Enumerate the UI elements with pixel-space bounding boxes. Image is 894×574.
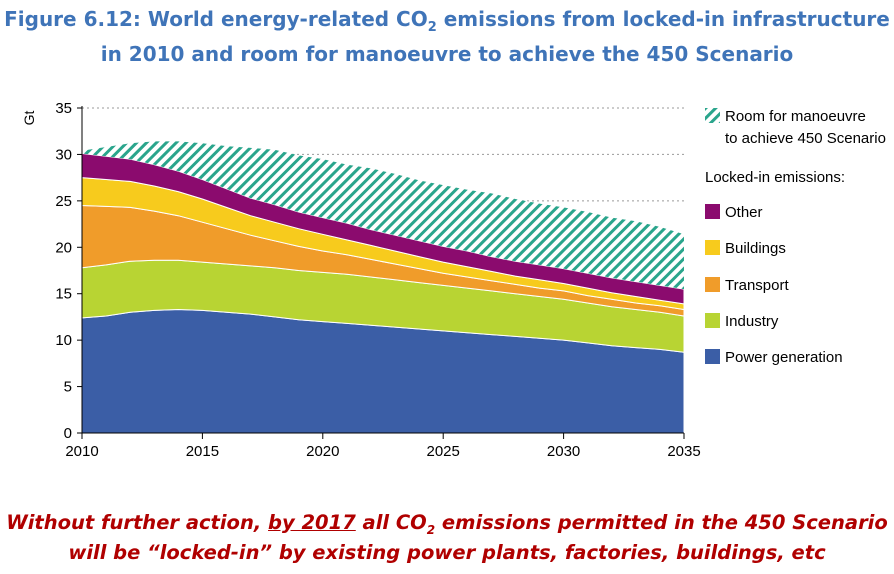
legend-label-room-line-2: to achieve 450 Scenario bbox=[725, 130, 886, 147]
caption-line-1: Without further action, by 2017 all CO2 … bbox=[6, 511, 888, 537]
x-tick-label-2030: 2030 bbox=[547, 443, 580, 460]
legend-swatch-power bbox=[705, 349, 720, 364]
y-tick-label-25: 25 bbox=[55, 193, 72, 210]
legend-swatch-other bbox=[705, 204, 720, 219]
legend-swatch-buildings bbox=[705, 240, 720, 255]
y-tick-label-15: 15 bbox=[55, 286, 72, 303]
y-tick-label-5: 5 bbox=[64, 379, 72, 396]
legend-label-power: Power generation bbox=[725, 349, 843, 366]
figure-title-line-2: in 2010 and room for manoeuvre to achiev… bbox=[100, 42, 794, 66]
x-tick-label-2020: 2020 bbox=[306, 443, 339, 460]
legend-swatch-industry bbox=[705, 313, 720, 328]
legend-swatch-room bbox=[705, 108, 720, 123]
legend-label-room-line-1: Room for manoeuvre bbox=[725, 108, 866, 125]
y-tick-label-10: 10 bbox=[55, 332, 72, 349]
x-tick-label-2035: 2035 bbox=[667, 443, 700, 460]
y-tick-label-35: 35 bbox=[55, 100, 72, 117]
legend: Room for manoeuvre to achieve 450 Scenari… bbox=[705, 108, 886, 366]
y-axis-label: Gt bbox=[21, 111, 37, 126]
legend-swatch-transport bbox=[705, 277, 720, 292]
y-tick-label-0: 0 bbox=[64, 425, 72, 442]
y-tick-label-20: 20 bbox=[55, 239, 72, 256]
legend-label-transport: Transport bbox=[725, 277, 789, 294]
y-tick-label-30: 30 bbox=[55, 146, 72, 163]
area-room-for-manoeuvre-to-achieve-450-scenario bbox=[82, 141, 684, 290]
x-tick-label-2025: 2025 bbox=[427, 443, 460, 460]
legend-label-industry: Industry bbox=[725, 313, 779, 330]
caption-line-2: will be “locked-in” by existing power pl… bbox=[68, 541, 826, 564]
area-other bbox=[81, 153, 685, 305]
legend-label-other: Other bbox=[725, 204, 763, 221]
legend-heading: Locked-in emissions: bbox=[705, 169, 845, 186]
x-tick-label-2015: 2015 bbox=[186, 443, 219, 460]
stacked-areas bbox=[81, 141, 685, 434]
figure-title-line-1: Figure 6.12: World energy-related CO2 em… bbox=[4, 7, 890, 35]
legend-label-buildings: Buildings bbox=[725, 240, 786, 257]
x-tick-label-2010: 2010 bbox=[65, 443, 98, 460]
